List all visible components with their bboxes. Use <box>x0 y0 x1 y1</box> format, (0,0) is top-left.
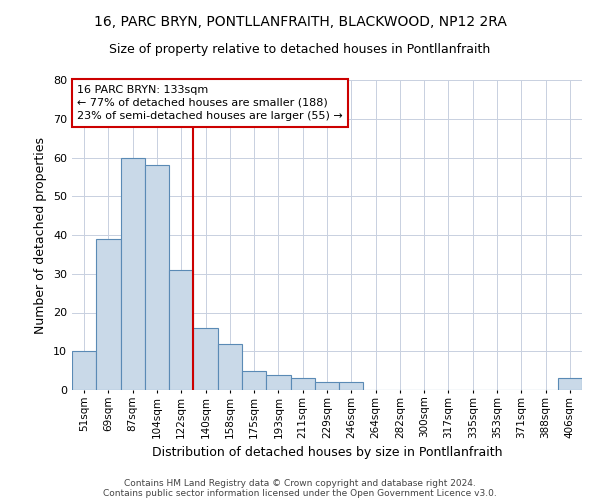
Y-axis label: Number of detached properties: Number of detached properties <box>34 136 47 334</box>
Bar <box>242 370 266 390</box>
X-axis label: Distribution of detached houses by size in Pontllanfraith: Distribution of detached houses by size … <box>152 446 502 459</box>
Bar <box>315 382 339 390</box>
Text: 16, PARC BRYN, PONTLLANFRAITH, BLACKWOOD, NP12 2RA: 16, PARC BRYN, PONTLLANFRAITH, BLACKWOOD… <box>94 15 506 29</box>
Bar <box>169 270 193 390</box>
Bar <box>121 158 145 390</box>
Text: Contains HM Land Registry data © Crown copyright and database right 2024.: Contains HM Land Registry data © Crown c… <box>124 478 476 488</box>
Bar <box>145 165 169 390</box>
Bar <box>266 374 290 390</box>
Text: 16 PARC BRYN: 133sqm
← 77% of detached houses are smaller (188)
23% of semi-deta: 16 PARC BRYN: 133sqm ← 77% of detached h… <box>77 84 343 121</box>
Bar <box>290 378 315 390</box>
Bar <box>96 239 121 390</box>
Text: Contains public sector information licensed under the Open Government Licence v3: Contains public sector information licen… <box>103 488 497 498</box>
Bar <box>558 378 582 390</box>
Bar <box>193 328 218 390</box>
Text: Size of property relative to detached houses in Pontllanfraith: Size of property relative to detached ho… <box>109 42 491 56</box>
Bar <box>218 344 242 390</box>
Bar <box>72 351 96 390</box>
Bar <box>339 382 364 390</box>
